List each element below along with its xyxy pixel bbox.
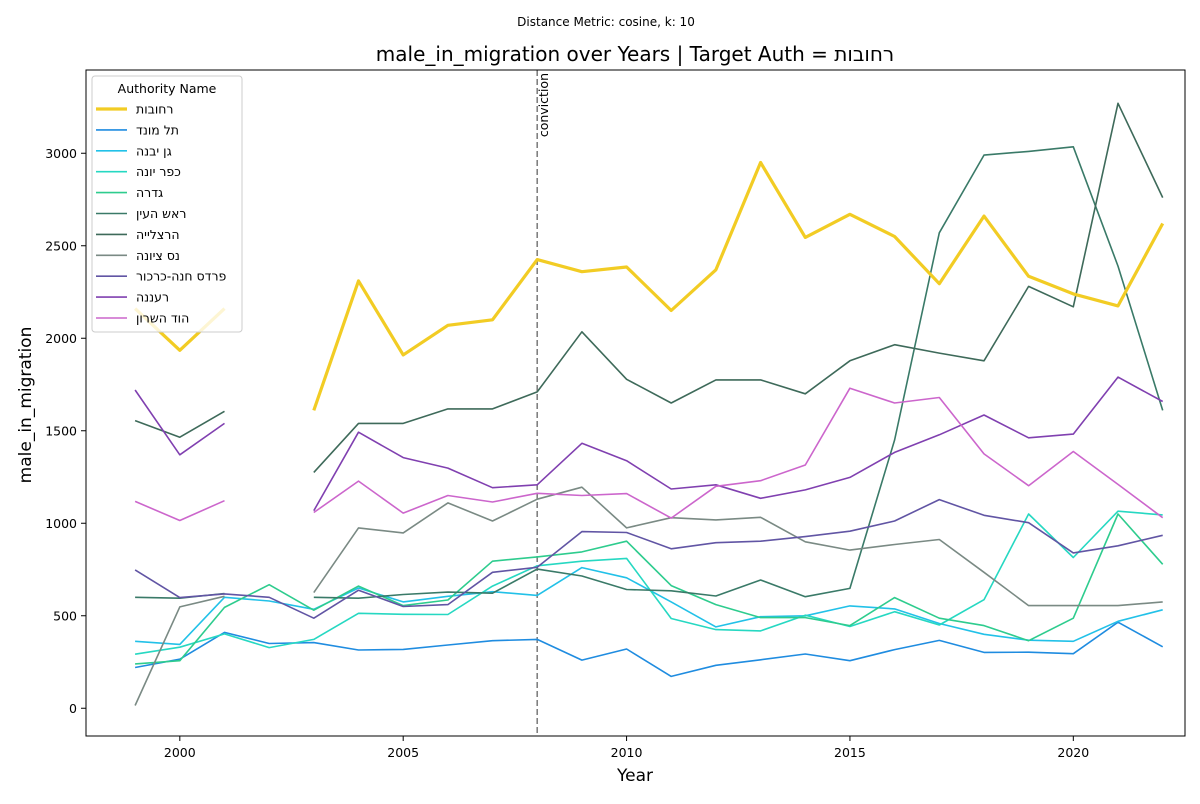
- legend-entry-label: פרדס חנה-כרכור: [136, 269, 227, 284]
- legend-entry-label: נס ציונה: [136, 248, 180, 263]
- legend-items: רחובות תל מונד גן יבנה כפר יונה גדרה ראש העין…: [96, 102, 227, 326]
- chart-title: male_in_migration over Years | Target Au…: [376, 42, 894, 66]
- y-axis-label: male_in_migration: [16, 327, 36, 484]
- y-tick-label: 1500: [45, 423, 77, 438]
- y-tick-label: 500: [53, 608, 77, 623]
- series-line: [134, 621, 1164, 678]
- axes-border: [85, 69, 1186, 737]
- series-line: [134, 498, 1163, 619]
- y-tick-label: 3000: [45, 146, 77, 161]
- x-tick-label: 2020: [1057, 745, 1089, 760]
- series-line: [134, 486, 1163, 706]
- legend-entry-label: תל מונד: [136, 122, 179, 137]
- legend-entry-label: רחובות: [136, 102, 173, 117]
- legend-entry-label: הוד השרון: [136, 311, 189, 326]
- y-tick-label: 0: [69, 701, 77, 716]
- axes-frame: [86, 70, 1185, 736]
- series-line: [134, 102, 1164, 473]
- series-line: [135, 513, 1164, 665]
- y-tick-label: 1000: [45, 516, 77, 531]
- legend-entry-label: כפר יונה: [136, 164, 181, 179]
- x-tick-label: 2005: [387, 745, 419, 760]
- legend-entry-label: ראש העין: [136, 206, 186, 221]
- axis-ticks: 2000 2005 2010 2015 2020 0 500 1000 1500 2000 2500…: [45, 146, 1089, 760]
- x-tick-label: 2000: [164, 745, 196, 760]
- series-line: [134, 387, 1164, 522]
- legend-frame: [91, 75, 243, 333]
- x-axis-label: Year: [616, 766, 653, 786]
- y-tick-label: 2000: [45, 331, 77, 346]
- legend-entry-label: גדרה: [136, 185, 163, 200]
- legend-title: Authority Name: [118, 81, 217, 96]
- series-line: [134, 376, 1164, 512]
- series-line: [134, 510, 1163, 655]
- legend-entry-label: רעננה: [136, 290, 169, 305]
- figure-suptitle: Distance Metric: cosine, k: 10: [517, 15, 695, 29]
- legend-entry-label: הרצלייה: [136, 227, 180, 242]
- legend-entry-label: גן יבנה: [136, 143, 172, 158]
- x-tick-label: 2010: [611, 745, 643, 760]
- y-tick-label: 2500: [45, 238, 77, 253]
- vline-label: conviction: [536, 73, 551, 137]
- plot-area: 2000 2005 2010 2015 2020 0 500 1000 1500 2000 2500…: [45, 69, 1186, 760]
- legend: Authority Name רחובות תל מונד גן יבנה כפר י…: [91, 75, 243, 333]
- annotation-layer: conviction: [536, 70, 551, 736]
- x-tick-label: 2015: [834, 745, 866, 760]
